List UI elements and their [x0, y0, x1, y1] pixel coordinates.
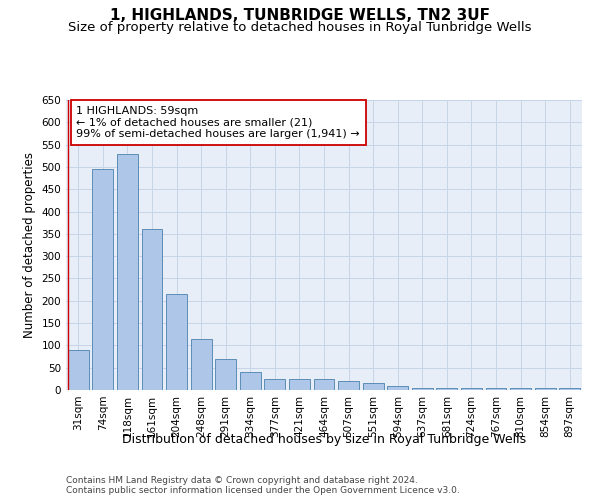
- Bar: [117, 154, 138, 390]
- Bar: [485, 388, 506, 390]
- Text: Contains public sector information licensed under the Open Government Licence v3: Contains public sector information licen…: [66, 486, 460, 495]
- Bar: [559, 388, 580, 390]
- Bar: [535, 388, 556, 390]
- Bar: [289, 379, 310, 390]
- Text: Size of property relative to detached houses in Royal Tunbridge Wells: Size of property relative to detached ho…: [68, 21, 532, 34]
- Bar: [412, 388, 433, 390]
- Bar: [387, 386, 408, 390]
- Bar: [436, 388, 457, 390]
- Bar: [510, 388, 531, 390]
- Bar: [191, 338, 212, 390]
- Bar: [338, 381, 359, 390]
- Bar: [68, 350, 89, 390]
- Bar: [461, 388, 482, 390]
- Text: Distribution of detached houses by size in Royal Tunbridge Wells: Distribution of detached houses by size …: [122, 432, 526, 446]
- Text: 1, HIGHLANDS, TUNBRIDGE WELLS, TN2 3UF: 1, HIGHLANDS, TUNBRIDGE WELLS, TN2 3UF: [110, 8, 490, 22]
- Bar: [215, 359, 236, 390]
- Text: Contains HM Land Registry data © Crown copyright and database right 2024.: Contains HM Land Registry data © Crown c…: [66, 476, 418, 485]
- Bar: [362, 384, 383, 390]
- Bar: [265, 379, 286, 390]
- Bar: [142, 230, 163, 390]
- Bar: [240, 372, 261, 390]
- Y-axis label: Number of detached properties: Number of detached properties: [23, 152, 36, 338]
- Bar: [314, 379, 334, 390]
- Bar: [166, 294, 187, 390]
- Bar: [92, 169, 113, 390]
- Text: 1 HIGHLANDS: 59sqm
← 1% of detached houses are smaller (21)
99% of semi-detached: 1 HIGHLANDS: 59sqm ← 1% of detached hous…: [76, 106, 360, 139]
